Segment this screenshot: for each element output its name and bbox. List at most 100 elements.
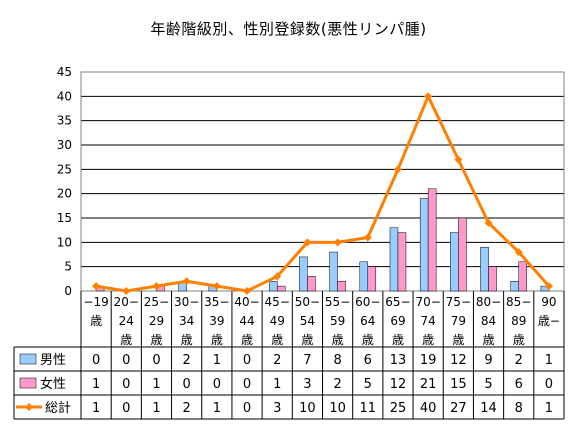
table-value: 3 [273,401,281,416]
table-value: 0 [92,353,100,368]
table-value: 0 [122,401,130,416]
table-value: 5 [364,377,372,392]
point-total [424,92,433,101]
x-tick-label: 歳 [181,333,193,347]
x-tick-label: 75− [446,295,471,309]
table-value: 21 [420,377,437,392]
x-tick-label: 64 [360,314,375,328]
y-tick-label: 15 [57,211,72,225]
table-value: 14 [480,401,497,416]
bar-male [268,281,278,292]
bar-male [329,251,338,292]
x-tick-label: 90 [541,295,556,309]
x-tick-label: 29 [149,314,164,328]
table-value: 0 [152,353,160,368]
bar-male [450,232,459,292]
x-tick-label: 50− [295,295,320,309]
legend-key-female [19,377,37,389]
point-total [544,282,553,291]
table-value: 12 [390,377,407,392]
x-tick-label: 39 [209,314,224,328]
table-value: 11 [360,401,377,416]
table-value: 19 [420,353,437,368]
plot-border [80,71,565,292]
y-tick-label: 10 [57,235,72,249]
table-value: 6 [364,353,372,368]
y-tick-label: 25 [57,162,72,176]
point-total [182,277,191,286]
x-tick-label: 45− [265,295,290,309]
table-value: 10 [299,401,316,416]
x-tick-label: 歳 [241,333,253,347]
table-value: 1 [273,377,281,392]
table-value: 1 [213,353,221,368]
bar-female [488,266,497,292]
table-value: 0 [122,353,130,368]
x-tick-label: 歳 [483,333,495,347]
point-total [363,233,372,242]
y-tick-label: 30 [57,138,72,152]
table-value: 1 [92,401,100,416]
bar-female [337,281,346,292]
table-value: 1 [545,401,553,416]
x-tick-label: 24 [119,314,134,328]
point-total [273,272,282,281]
table-value: 8 [515,401,523,416]
x-tick-label: 25− [144,295,169,309]
point-total [152,282,161,291]
x-tick-label: 70− [415,295,440,309]
bar-male [389,227,399,292]
legend-key-male [19,353,37,365]
table-value: 0 [213,377,221,392]
table-value: 1 [92,377,100,392]
table-value: 1 [545,353,553,368]
point-total [122,287,131,295]
bar-male [299,256,308,292]
bar-male [359,261,369,292]
legend-key-total-marker [25,403,33,411]
table-value: 0 [545,377,553,392]
table-value: 15 [450,377,467,392]
x-tick-label: 歳 [452,333,464,347]
legend-label: 総計 [45,400,71,416]
point-total [484,218,493,227]
table-value: 2 [273,353,281,368]
table-value: 7 [303,353,311,368]
x-tick-label: 歳 [513,333,525,347]
point-total [303,238,312,247]
table-value: 3 [303,377,311,392]
table-value: 2 [333,377,341,392]
x-tick-label: 歳 [332,333,344,347]
point-total [243,287,252,295]
bar-female [427,188,437,292]
table-value: 0 [243,377,251,392]
x-tick-label: 歳 [120,333,132,347]
table-value: 13 [390,353,407,368]
chart-title: 年齢階級別、性別登録数(悪性リンパ腫) [150,20,427,38]
table-value: 27 [450,401,467,416]
table-value: 0 [183,377,191,392]
y-tick-label: 20 [57,187,72,201]
x-tick-label: 歳 [392,333,404,347]
x-tick-label: 歳 [211,333,223,347]
x-tick-label: 85− [506,295,531,309]
x-tick-label: 89 [511,314,526,328]
table-value: 2 [183,401,191,416]
x-tick-label: 歳 [271,333,283,347]
table-value: 9 [484,353,492,368]
y-tick-label: 0 [64,284,72,298]
bar-female [397,232,407,292]
x-tick-label: 55− [325,295,350,309]
table-value: 1 [152,401,160,416]
table-value: 5 [484,377,492,392]
table-value: 1 [213,401,221,416]
x-tick-label: 65− [385,295,410,309]
table-value: 2 [183,353,191,368]
table-value: 0 [243,353,251,368]
table-value: 12 [450,353,467,368]
x-tick-label: 30− [174,295,199,309]
x-tick-label: 歳 [301,333,313,347]
y-tick-label: 40 [57,89,72,103]
table-value: 25 [390,401,407,416]
